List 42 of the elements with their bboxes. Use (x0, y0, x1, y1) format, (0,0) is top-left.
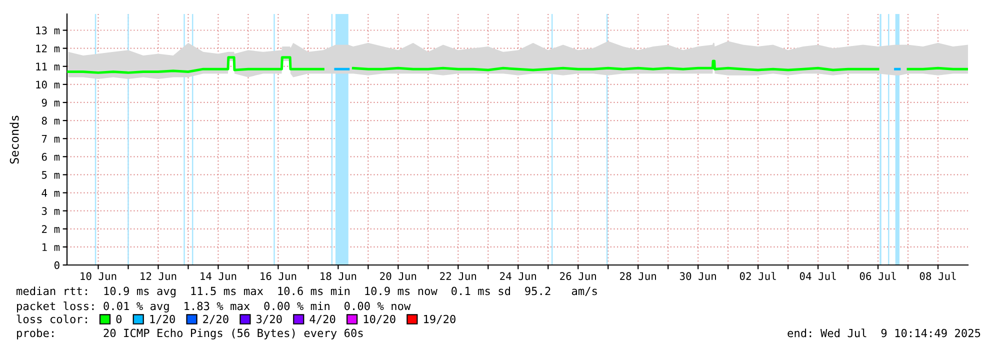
text: probe: 20 ICMP Echo Pings (56 Bytes) every 60s (17, 328, 363, 340)
x-tick-label: 18 Jun (320, 272, 356, 280)
y-tick-label: 9 m (42, 98, 60, 107)
y-tick-label: 5 m (42, 171, 60, 179)
y-tick-label: 11 m (36, 62, 60, 70)
y-tick-label: 8 m (42, 116, 60, 125)
legend-label: 19/20 (424, 314, 456, 324)
legend-label: 0 (116, 314, 122, 324)
text: end: Wed Jul 9 10:14:49 2025 (788, 328, 980, 338)
x-tick-label: 16 Jun (260, 272, 296, 280)
legend-label: 1/20 (150, 314, 175, 324)
y-tick-label: 13 m (36, 26, 60, 34)
x-tick-label: 26 Jun (560, 272, 596, 280)
legend-label: 10/20 (364, 314, 396, 324)
x-tick-label: 24 Jun (500, 272, 536, 280)
x-tick-label: 12 Jun (140, 272, 176, 280)
y-axis-title: Seconds (10, 116, 19, 164)
legend-label: 4/20 (310, 314, 336, 324)
y-tick-label: 0 (54, 261, 60, 270)
legend-title: loss color: (16, 314, 87, 324)
y-tick-label: 12 m (36, 44, 60, 52)
y-tick-label: 4 m (42, 189, 60, 197)
y-tick-label: 2 m (42, 225, 60, 233)
x-tick-label: 04 Jul (800, 272, 836, 280)
x-tick-label: 28 Jun (620, 272, 656, 280)
y-tick-label: 6 m (42, 152, 60, 161)
x-tick-label: 22 Jun (440, 272, 476, 280)
y-tick-label: 7 m (42, 134, 60, 143)
x-tick-label: 20 Jun (380, 272, 416, 280)
x-tick-label: 10 Jun (80, 272, 116, 280)
y-tick-label: 3 m (42, 207, 60, 215)
y-tick-label: 10 m (36, 80, 60, 89)
x-tick-label: 14 Jun (200, 272, 236, 280)
legend-label: 3/20 (256, 314, 282, 324)
x-tick-label: 08 Jul (920, 272, 956, 280)
x-tick-label: 02 Jul (740, 272, 776, 280)
text: median rtt: 10.9 ms avg 11.5 ms max 10.6 ms min 10.9 ms now 0.1 ms sd 95.2 am/s (16, 286, 597, 298)
x-tick-label: 06 Jul (860, 272, 896, 280)
y-tick-label: 1 m (42, 243, 60, 251)
legend-label: 2/20 (203, 314, 228, 324)
x-tick-label: 30 Jun (680, 272, 716, 280)
text: packet loss: 0.01 % avg 1.83 % max 0.00 % min 0.00 % now (17, 302, 411, 312)
